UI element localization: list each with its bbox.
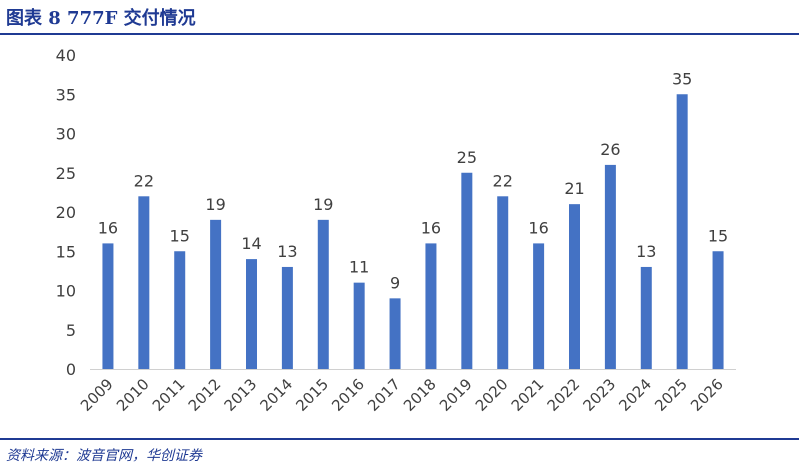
x-tick-label: 2022 [544,375,584,415]
y-tick-label: 20 [56,203,76,222]
bar-value-label: 15 [708,226,728,245]
bar [281,266,293,369]
bar-value-label: 35 [672,69,692,88]
bar-value-label: 13 [636,242,656,261]
bar [210,219,222,369]
x-tick-label: 2023 [579,375,619,415]
bar-value-label: 13 [277,242,297,261]
bar [138,196,150,369]
figure-title: 图表 8 777F 交付情况 [6,8,196,29]
bar-value-label: 11 [349,258,369,277]
value-labels: 16 22 15 19 14 13 19 11 9 16 25 22 16 21 26 13 35 15 [98,69,728,292]
bar-value-label: 9 [390,273,400,292]
bar-value-label: 22 [134,171,154,190]
bar [676,94,688,369]
bar-value-label: 16 [528,218,548,237]
bar [389,298,401,369]
bar-value-label: 26 [600,140,620,159]
x-tick-label: 2024 [615,375,655,415]
bar [246,259,257,369]
y-tick-label: 0 [66,360,76,379]
bar [497,196,509,369]
bar-value-label: 22 [493,171,513,190]
y-tick-label: 5 [66,321,76,340]
x-tick-label: 2019 [436,375,476,415]
bar [604,164,616,369]
bar-value-label: 25 [457,148,477,167]
bar-value-label: 21 [564,179,584,198]
bar [353,282,365,369]
x-tick-label: 2016 [328,375,368,415]
x-tick-label: 2014 [256,375,296,415]
y-tick-label: 15 [56,242,76,261]
source-note: 资料来源：波音官网，华创证券 [6,448,202,464]
bar-value-label: 19 [205,195,225,214]
figure-header: 图表 8 777F 交付情况 [0,0,799,35]
x-tick-label: 2020 [472,375,512,415]
y-tick-label: 40 [56,46,76,65]
footer-rule [0,438,799,440]
bar [317,219,329,369]
bar [102,243,114,369]
y-tick-label: 35 [56,85,76,104]
x-tick-label: 2018 [400,375,440,415]
bar-value-label: 14 [241,234,261,253]
y-tick-label: 10 [56,282,76,301]
x-tick-label: 2026 [687,375,727,415]
x-tick-label: 2021 [508,375,548,415]
bar-value-label: 16 [98,218,118,237]
x-tick-label: 2009 [77,375,117,415]
x-tick-label: 2015 [292,375,332,415]
x-tick-label: 2010 [113,375,153,415]
bars [102,94,724,369]
x-tick-label: 2011 [149,375,189,415]
y-tick-label: 30 [56,125,76,144]
y-axis: 0 5 10 15 20 25 30 35 40 [56,46,76,379]
bar [569,204,580,369]
x-tick-label: 2025 [651,375,691,415]
x-axis-labels: 2009201020112012201320142015201620172018… [77,375,727,415]
header-rule [0,33,799,35]
bar-value-label: 15 [170,226,190,245]
bar [461,172,473,369]
bar [533,243,545,369]
x-tick-label: 2012 [185,375,225,415]
y-tick-label: 25 [56,164,76,183]
x-tick-label: 2013 [221,375,261,415]
bar-value-label: 16 [421,218,441,237]
bar [425,243,437,369]
bar [640,266,652,369]
x-tick-label: 2017 [364,375,404,415]
bar [174,251,186,369]
bar-value-label: 19 [313,195,333,214]
bar [712,251,724,369]
